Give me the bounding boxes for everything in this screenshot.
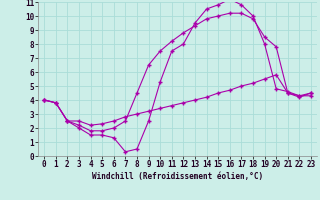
X-axis label: Windchill (Refroidissement éolien,°C): Windchill (Refroidissement éolien,°C) <box>92 172 263 181</box>
